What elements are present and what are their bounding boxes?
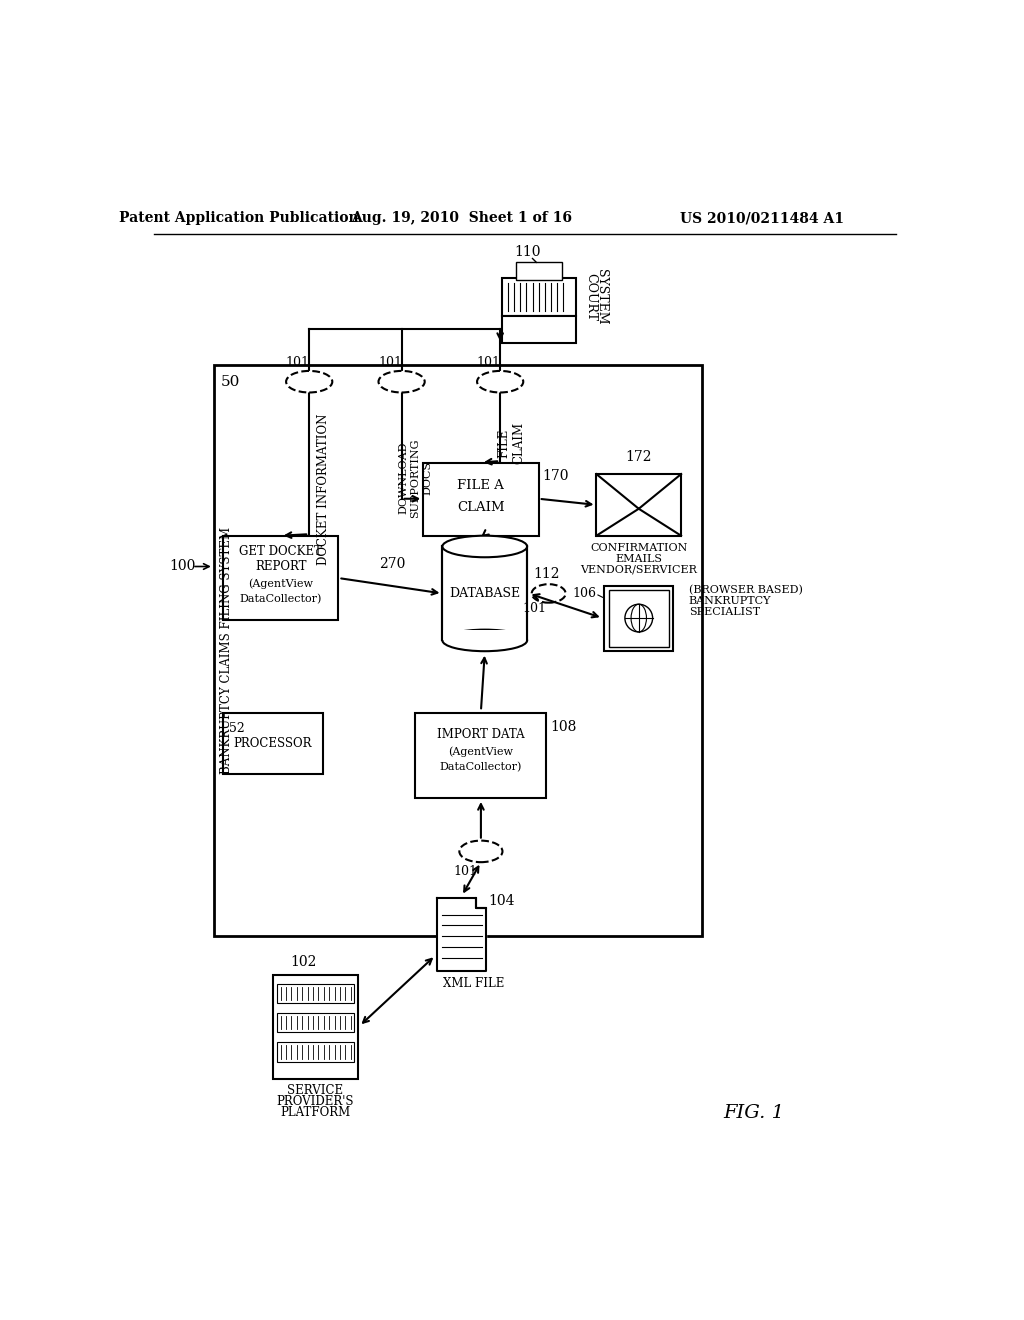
Bar [604,586,674,651]
Bar [515,263,562,280]
Text: 100: 100 [170,560,197,573]
Bar [442,546,527,640]
Bar [502,317,575,343]
Text: (AgentView: (AgentView [449,746,513,756]
Text: (AgentView: (AgentView [248,578,313,589]
Bar [423,462,539,536]
Bar [223,536,339,620]
Text: 102: 102 [291,956,317,969]
Bar [596,474,681,536]
Bar [416,713,547,797]
Text: FILE
CLAIM: FILE CLAIM [497,422,525,465]
Text: REPORT: REPORT [255,560,306,573]
Ellipse shape [477,371,523,392]
Bar [441,630,528,640]
Bar [276,1014,354,1032]
Text: Patent Application Publication: Patent Application Publication [119,211,358,226]
Text: SYSTEM: SYSTEM [595,269,608,325]
Text: PROCESSOR: PROCESSOR [233,737,312,750]
Bar [223,713,323,775]
Bar [502,277,575,317]
Circle shape [625,605,652,632]
Text: 108: 108 [550,719,577,734]
Bar [276,1043,354,1061]
Text: SERVICE: SERVICE [288,1084,343,1097]
Text: DataCollector): DataCollector) [439,762,522,772]
Text: 101: 101 [454,865,477,878]
Text: 101: 101 [476,356,501,370]
Bar [276,983,354,1003]
Ellipse shape [442,630,527,651]
Text: FILE A: FILE A [458,479,505,492]
Text: 50: 50 [221,375,241,388]
Text: 170: 170 [543,470,569,483]
Text: DATABASE: DATABASE [450,587,520,601]
Text: 110: 110 [514,246,541,259]
Text: FIG. 1: FIG. 1 [724,1105,784,1122]
Text: IMPORT DATA: IMPORT DATA [437,727,524,741]
Text: 172: 172 [626,450,652,465]
Text: 101: 101 [286,356,309,370]
Text: (BROWSER BASED): (BROWSER BASED) [689,585,803,595]
Text: 101: 101 [523,602,547,615]
Text: VENDOR/SERVICER: VENDOR/SERVICER [581,565,697,574]
Text: GET DOCKET: GET DOCKET [240,545,323,557]
Text: PLATFORM: PLATFORM [281,1106,350,1119]
Text: DataCollector): DataCollector) [240,594,322,605]
Text: CLAIM: CLAIM [457,500,505,513]
Ellipse shape [460,841,503,862]
Text: 104: 104 [488,895,515,908]
Ellipse shape [442,536,527,557]
Text: 112: 112 [534,568,559,581]
Bar [273,974,357,1078]
Text: 270: 270 [379,557,406,572]
Text: DOCKET INFORMATION: DOCKET INFORMATION [316,413,330,565]
Text: PROVIDER'S: PROVIDER'S [276,1096,354,1109]
Text: 101: 101 [378,356,402,370]
Text: 52: 52 [229,722,245,735]
Text: CONFIRMATION: CONFIRMATION [590,543,687,553]
Text: XML FILE: XML FILE [442,977,504,990]
Polygon shape [437,898,486,970]
Text: DOWNLOAD
SUPPORTING
DOCS: DOWNLOAD SUPPORTING DOCS [399,438,432,517]
Text: 106: 106 [572,587,596,601]
Text: SPECIALIST: SPECIALIST [689,607,760,616]
Ellipse shape [379,371,425,392]
Bar [608,590,669,647]
Ellipse shape [286,371,333,392]
Bar [214,364,701,936]
Text: US 2010/0211484 A1: US 2010/0211484 A1 [680,211,844,226]
Text: BANKRUPTCY CLAIMS FILING SYSTEM: BANKRUPTCY CLAIMS FILING SYSTEM [219,527,232,774]
Text: Aug. 19, 2010  Sheet 1 of 16: Aug. 19, 2010 Sheet 1 of 16 [351,211,572,226]
Text: BANKRUPTCY: BANKRUPTCY [689,597,771,606]
Ellipse shape [531,585,565,603]
Text: EMAILS: EMAILS [615,554,663,564]
Text: COURT: COURT [585,273,598,321]
